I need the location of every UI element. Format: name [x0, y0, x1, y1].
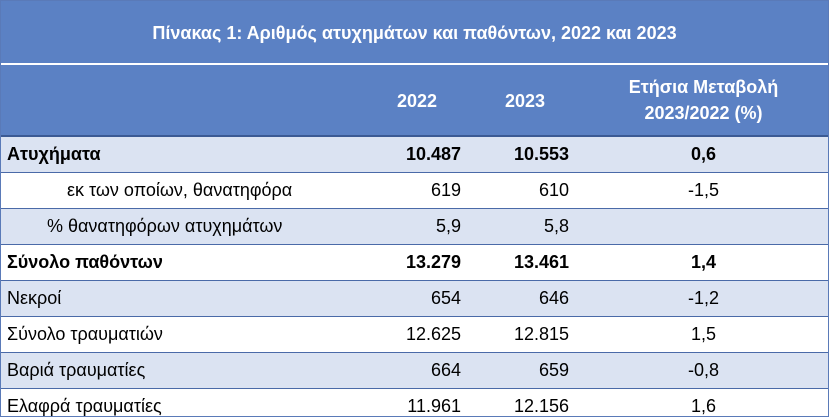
accidents-table: 2022 2023 Ετήσια Μεταβολή 2023/2022 (%) …	[1, 65, 828, 416]
value-change: 1,5	[579, 316, 828, 353]
table-row: Βαριά τραυματίες 664 659 -0,8	[1, 352, 828, 389]
value-change: -0,8	[579, 352, 828, 389]
value-change: 0,6	[579, 136, 828, 173]
value-change: -1,5	[579, 172, 828, 209]
row-label: Νεκροί	[1, 280, 363, 317]
table-row: Σύνολο τραυματιών 12.625 12.815 1,5	[1, 316, 828, 353]
row-label: Σύνολο τραυματιών	[1, 316, 363, 353]
row-label: Σύνολο παθόντων	[1, 244, 363, 281]
value-2023: 12.156	[471, 388, 579, 416]
header-year-2022: 2022	[363, 65, 471, 137]
header-change-line2: 2023/2022 (%)	[644, 103, 763, 123]
value-2023: 12.815	[471, 316, 579, 353]
table-row: Ελαφρά τραυματίες 11.961 12.156 1,6	[1, 388, 828, 416]
table-title: Πίνακας 1: Αριθμός ατυχημάτων και παθόντ…	[1, 1, 828, 65]
value-2023: 610	[471, 172, 579, 209]
row-label: % θανατηφόρων ατυχημάτων	[1, 208, 363, 245]
header-change-line1: Ετήσια Μεταβολή	[628, 77, 779, 97]
value-change: 1,4	[579, 244, 828, 281]
value-change: 1,6	[579, 388, 828, 416]
value-2022: 5,9	[363, 208, 471, 245]
table-row: Σύνολο παθόντων 13.279 13.461 1,4	[1, 244, 828, 281]
value-2023: 5,8	[471, 208, 579, 245]
value-2022: 11.961	[363, 388, 471, 416]
value-2023: 13.461	[471, 244, 579, 281]
value-2022: 654	[363, 280, 471, 317]
table-row: % θανατηφόρων ατυχημάτων 5,9 5,8	[1, 208, 828, 245]
value-2022: 10.487	[363, 136, 471, 173]
value-2022: 664	[363, 352, 471, 389]
value-change	[579, 208, 828, 245]
row-label: Βαριά τραυματίες	[1, 352, 363, 389]
table-row: εκ των οποίων, θανατηφόρα 619 610 -1,5	[1, 172, 828, 209]
value-2022: 13.279	[363, 244, 471, 281]
value-2023: 646	[471, 280, 579, 317]
table-row: Νεκροί 654 646 -1,2	[1, 280, 828, 317]
row-label: Ατυχήματα	[1, 136, 363, 173]
header-row: 2022 2023 Ετήσια Μεταβολή 2023/2022 (%)	[1, 65, 828, 137]
value-2023: 10.553	[471, 136, 579, 173]
row-label: εκ των οποίων, θανατηφόρα	[1, 172, 363, 209]
row-label: Ελαφρά τραυματίες	[1, 388, 363, 416]
value-2022: 12.625	[363, 316, 471, 353]
value-change: -1,2	[579, 280, 828, 317]
table-row: Ατυχήματα 10.487 10.553 0,6	[1, 136, 828, 173]
header-annual-change: Ετήσια Μεταβολή 2023/2022 (%)	[579, 65, 828, 137]
header-year-2023: 2023	[471, 65, 579, 137]
value-2022: 619	[363, 172, 471, 209]
value-2023: 659	[471, 352, 579, 389]
header-label-column	[1, 65, 363, 137]
